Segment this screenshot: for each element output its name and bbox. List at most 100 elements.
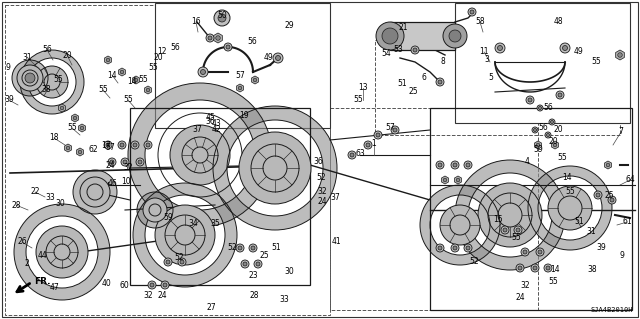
Circle shape — [453, 246, 457, 250]
Circle shape — [226, 45, 230, 49]
Circle shape — [60, 106, 64, 110]
Text: 14: 14 — [550, 265, 560, 275]
Circle shape — [532, 127, 538, 133]
Circle shape — [144, 141, 152, 149]
Text: 9: 9 — [620, 250, 625, 259]
Text: 45: 45 — [206, 114, 216, 122]
Polygon shape — [213, 106, 337, 230]
Circle shape — [224, 43, 232, 51]
Circle shape — [251, 246, 255, 250]
Circle shape — [449, 30, 461, 42]
Text: 29: 29 — [284, 20, 294, 29]
Text: 62: 62 — [88, 145, 98, 154]
Text: 24: 24 — [105, 160, 115, 169]
Polygon shape — [616, 50, 625, 60]
Polygon shape — [58, 104, 65, 112]
Circle shape — [547, 133, 550, 137]
Text: 59: 59 — [533, 145, 543, 154]
Circle shape — [178, 258, 186, 266]
Circle shape — [120, 143, 124, 147]
Polygon shape — [420, 185, 500, 265]
Text: 25: 25 — [604, 190, 614, 199]
Text: 3: 3 — [484, 56, 490, 64]
Text: 31: 31 — [586, 227, 596, 236]
Text: 10: 10 — [121, 177, 131, 187]
Circle shape — [606, 163, 610, 167]
Text: 20: 20 — [553, 125, 563, 135]
Polygon shape — [14, 204, 110, 300]
Circle shape — [136, 158, 144, 166]
Text: 9: 9 — [6, 63, 10, 72]
Bar — [5, 5, 330, 315]
Text: 28: 28 — [12, 201, 20, 210]
Circle shape — [560, 43, 570, 53]
Text: 30: 30 — [284, 268, 294, 277]
Circle shape — [438, 163, 442, 167]
Text: 22: 22 — [30, 188, 40, 197]
Circle shape — [536, 248, 544, 256]
Text: 1: 1 — [372, 139, 376, 149]
Text: 55: 55 — [98, 85, 108, 94]
Circle shape — [451, 244, 459, 252]
Circle shape — [538, 250, 542, 254]
Text: 40: 40 — [101, 278, 111, 287]
Polygon shape — [214, 33, 222, 43]
Text: 11: 11 — [479, 48, 489, 56]
Text: 55: 55 — [53, 76, 63, 85]
Circle shape — [133, 143, 137, 147]
Circle shape — [497, 46, 502, 50]
Polygon shape — [237, 84, 243, 92]
Circle shape — [206, 34, 214, 42]
Circle shape — [238, 246, 242, 250]
Circle shape — [78, 150, 82, 154]
Text: 14: 14 — [107, 70, 117, 79]
Text: 52: 52 — [227, 242, 237, 251]
Circle shape — [548, 186, 592, 230]
Circle shape — [528, 98, 532, 102]
Circle shape — [413, 48, 417, 52]
Text: 55: 55 — [148, 63, 158, 72]
Circle shape — [121, 158, 129, 166]
Text: 60: 60 — [119, 281, 129, 291]
Circle shape — [138, 160, 142, 164]
Polygon shape — [252, 76, 259, 84]
Text: 13: 13 — [358, 84, 368, 93]
Circle shape — [131, 141, 139, 149]
Circle shape — [163, 283, 167, 287]
Text: 56: 56 — [247, 38, 257, 47]
Text: 57: 57 — [385, 123, 395, 132]
Circle shape — [553, 143, 557, 147]
Circle shape — [393, 128, 397, 132]
Text: 55: 55 — [123, 95, 133, 105]
Circle shape — [534, 129, 536, 131]
Circle shape — [558, 93, 562, 97]
Circle shape — [73, 116, 77, 120]
Text: 56: 56 — [538, 123, 548, 132]
Text: 39: 39 — [4, 95, 14, 105]
Circle shape — [596, 193, 600, 197]
Polygon shape — [12, 60, 48, 96]
Text: 25: 25 — [408, 87, 418, 97]
Polygon shape — [73, 170, 117, 214]
Text: 55: 55 — [67, 123, 77, 132]
Circle shape — [523, 250, 527, 254]
Text: 55: 55 — [353, 95, 363, 105]
Polygon shape — [104, 56, 111, 64]
Text: 14: 14 — [562, 174, 572, 182]
Text: SJA4B2010H: SJA4B2010H — [591, 307, 633, 313]
Circle shape — [17, 65, 43, 91]
Circle shape — [466, 163, 470, 167]
Text: 23: 23 — [248, 271, 258, 280]
Text: 52: 52 — [316, 174, 326, 182]
Circle shape — [118, 141, 126, 149]
Text: 42: 42 — [211, 125, 221, 135]
Circle shape — [514, 226, 522, 234]
Polygon shape — [455, 160, 565, 270]
Circle shape — [275, 56, 280, 61]
Text: 32: 32 — [143, 291, 153, 300]
Text: 26: 26 — [17, 238, 27, 247]
Polygon shape — [118, 68, 125, 76]
Polygon shape — [145, 86, 152, 94]
Circle shape — [456, 178, 460, 182]
Circle shape — [516, 264, 524, 272]
